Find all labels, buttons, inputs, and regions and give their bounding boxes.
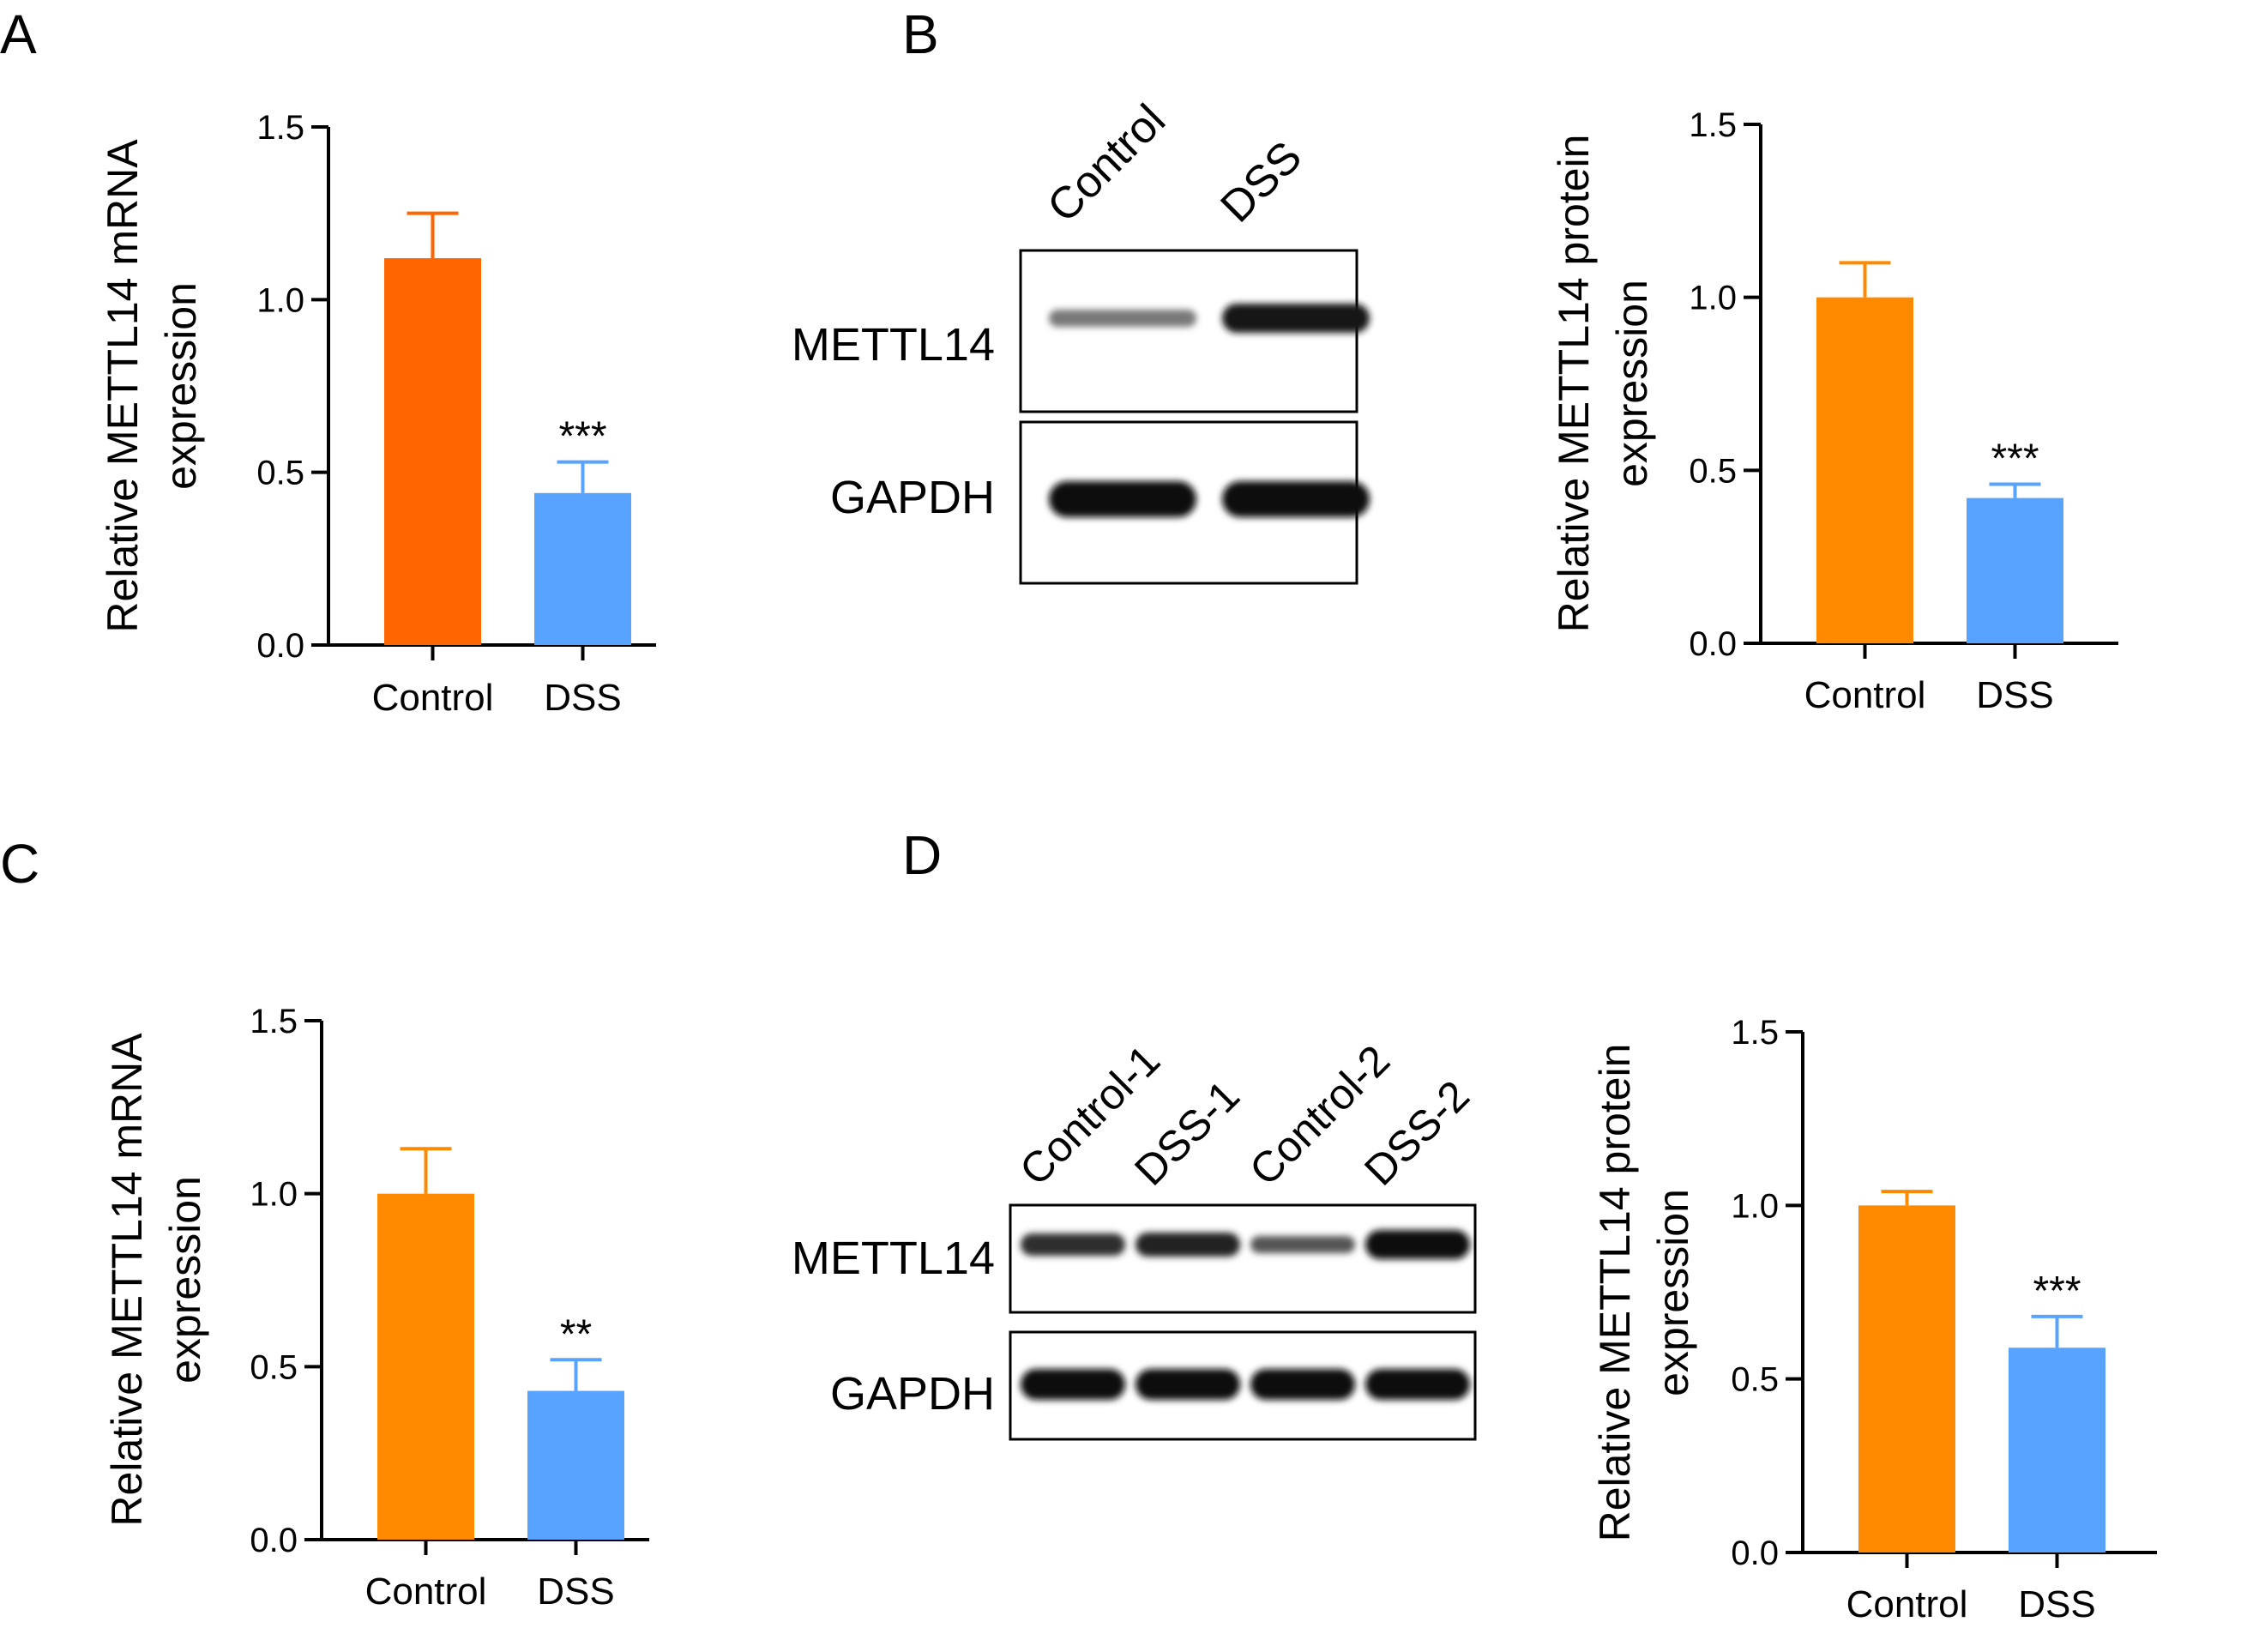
y-tick-label: 0.5 [256, 455, 304, 492]
significance-label: *** [558, 414, 606, 460]
blot-band [1222, 481, 1370, 517]
x-tick-label: Control [1804, 674, 1926, 716]
y-tick-label: 0.0 [1731, 1534, 1779, 1572]
significance-label: *** [2033, 1269, 2081, 1314]
y-tick-label: 1.0 [256, 281, 304, 319]
blot-band [1049, 310, 1196, 327]
blot-band [1021, 1233, 1125, 1256]
significance-label: *** [1991, 436, 2039, 481]
y-axis-title: expression [157, 282, 205, 490]
y-axis-title: Relative METTL14 protein [1591, 1044, 1639, 1542]
y-tick-label: 1.5 [1689, 106, 1737, 144]
bar-chart-d: 0.0 0.5 1.0 1.5 Relative METTL14 protein expr… [1591, 1014, 2157, 1625]
x-tick-label: Control [372, 677, 494, 719]
bar-dss [534, 492, 631, 645]
blot-band [1049, 481, 1196, 517]
panel-label-d: D [902, 824, 943, 886]
bar-dss [527, 1390, 624, 1540]
x-tick-label: DSS [537, 1571, 614, 1613]
blot-row-label: METTL14 [792, 319, 995, 371]
y-tick-label: 0.5 [1731, 1361, 1779, 1399]
bar-chart-a: 0.0 0.5 1.0 1.5 Relative METTL14 mRNA express… [99, 109, 656, 719]
y-axis-title: expression [1649, 1189, 1697, 1396]
blot-band [1136, 1369, 1240, 1400]
y-tick-label: 1.0 [250, 1176, 298, 1214]
blot-band [1136, 1233, 1240, 1257]
blot-band [1365, 1369, 1470, 1400]
significance-label: ** [560, 1311, 592, 1357]
x-tick-label: Control [1846, 1583, 1968, 1625]
x-tick-label: Control [365, 1571, 487, 1613]
lane-label: DSS [1211, 132, 1311, 232]
bar-chart-b: 0.0 0.5 1.0 1.5 Relative METTL14 protein expr… [1550, 106, 2118, 716]
y-axis-title: expression [1608, 280, 1656, 487]
western-blot-1: Control DSS METTL14 GAPDH [792, 95, 1370, 585]
y-tick-label: 1.0 [1731, 1187, 1779, 1225]
x-tick-label: DSS [544, 677, 621, 719]
bar-control [1816, 297, 1913, 643]
y-axis-title: Relative METTL14 mRNA [99, 139, 147, 633]
y-tick-label: 0.0 [1689, 625, 1737, 663]
y-tick-label: 0.5 [1689, 452, 1737, 490]
blot-band [1250, 1236, 1355, 1253]
blot-row-label: GAPDH [830, 472, 995, 523]
y-tick-label: 0.5 [250, 1348, 298, 1386]
bar-control [384, 258, 481, 645]
blot-row-label: METTL14 [792, 1233, 995, 1284]
y-axis-title: Relative METTL14 protein [1550, 135, 1598, 633]
lane-label: Control [1038, 95, 1175, 232]
blot-band [1365, 1230, 1470, 1259]
y-axis-title: expression [161, 1176, 209, 1384]
blot-band [1250, 1369, 1355, 1400]
y-tick-label: 1.0 [1689, 280, 1737, 317]
x-tick-label: DSS [1976, 674, 2053, 716]
panel-label-b: B [902, 3, 939, 65]
bar-dss [2009, 1348, 2105, 1553]
blot-band [1021, 1369, 1125, 1400]
y-tick-label: 0.0 [250, 1522, 298, 1559]
panel-label-a: A [0, 3, 37, 65]
bar-control [377, 1193, 474, 1540]
bar-dss [1967, 497, 2063, 643]
blot-band [1222, 304, 1370, 333]
y-tick-label: 0.0 [256, 627, 304, 665]
y-axis-title: Relative METTL14 mRNA [103, 1033, 151, 1527]
bar-chart-c: 0.0 0.5 1.0 1.5 Relative METTL14 mRNA express… [103, 1003, 649, 1613]
x-tick-label: DSS [2018, 1583, 2095, 1625]
y-tick-label: 1.5 [256, 109, 304, 147]
y-tick-label: 1.5 [1731, 1014, 1779, 1052]
panel-label-c: C [0, 833, 40, 895]
y-tick-label: 1.5 [250, 1003, 298, 1040]
bar-control [1858, 1205, 1955, 1553]
blot-row-label: GAPDH [830, 1368, 995, 1420]
